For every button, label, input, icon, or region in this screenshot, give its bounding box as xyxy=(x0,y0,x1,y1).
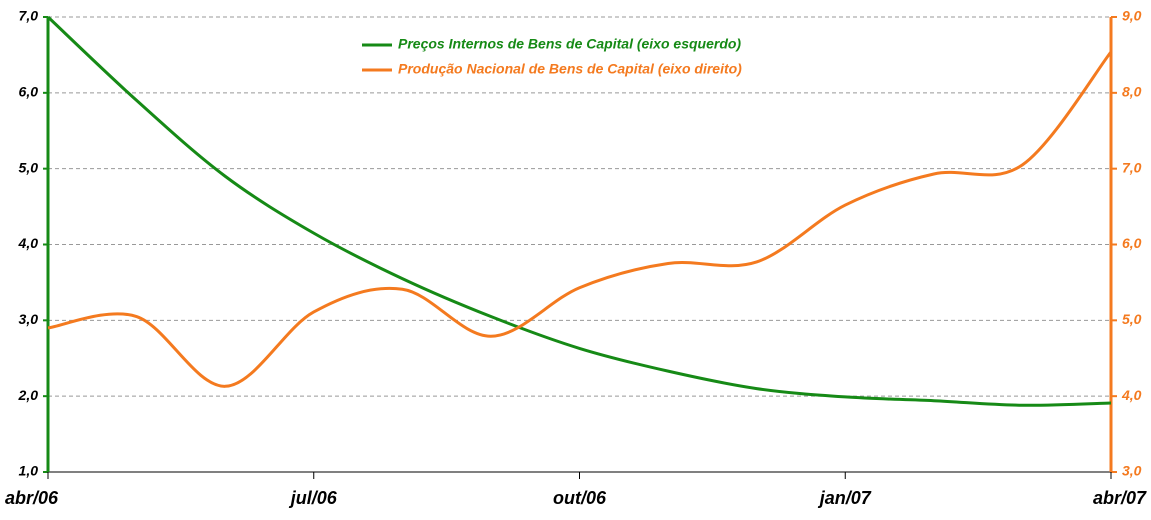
x-tick-label: jul/06 xyxy=(289,488,338,508)
y2-tick-label: 9,0 xyxy=(1122,8,1142,24)
series-line xyxy=(47,50,1113,388)
y2-tick-label: 7,0 xyxy=(1122,159,1142,175)
x-tick-label: abr/06 xyxy=(5,488,59,508)
series-line xyxy=(46,15,1112,407)
legend-label: Preços Internos de Bens de Capital (eixo… xyxy=(398,36,741,52)
y-tick-label: 7,0 xyxy=(19,8,39,24)
y-tick-label: 2,0 xyxy=(18,387,39,403)
y2-tick-label: 5,0 xyxy=(1122,311,1142,327)
y-tick-label: 4,0 xyxy=(18,235,39,251)
x-tick-label: jan/07 xyxy=(818,488,872,508)
y-tick-label: 3,0 xyxy=(19,311,39,327)
y2-tick-label: 8,0 xyxy=(1122,84,1142,100)
y-tick-label: 1,0 xyxy=(19,463,39,479)
x-tick-label: abr/07 xyxy=(1093,488,1147,508)
y2-tick-label: 3,0 xyxy=(1122,463,1142,479)
y2-tick-label: 4,0 xyxy=(1121,387,1142,403)
y2-tick-label: 6,0 xyxy=(1122,235,1142,251)
y-tick-label: 5,0 xyxy=(19,159,39,175)
legend-label: Produção Nacional de Bens de Capital (ei… xyxy=(398,61,742,77)
x-tick-label: out/06 xyxy=(553,488,607,508)
y-tick-label: 6,0 xyxy=(19,84,39,100)
